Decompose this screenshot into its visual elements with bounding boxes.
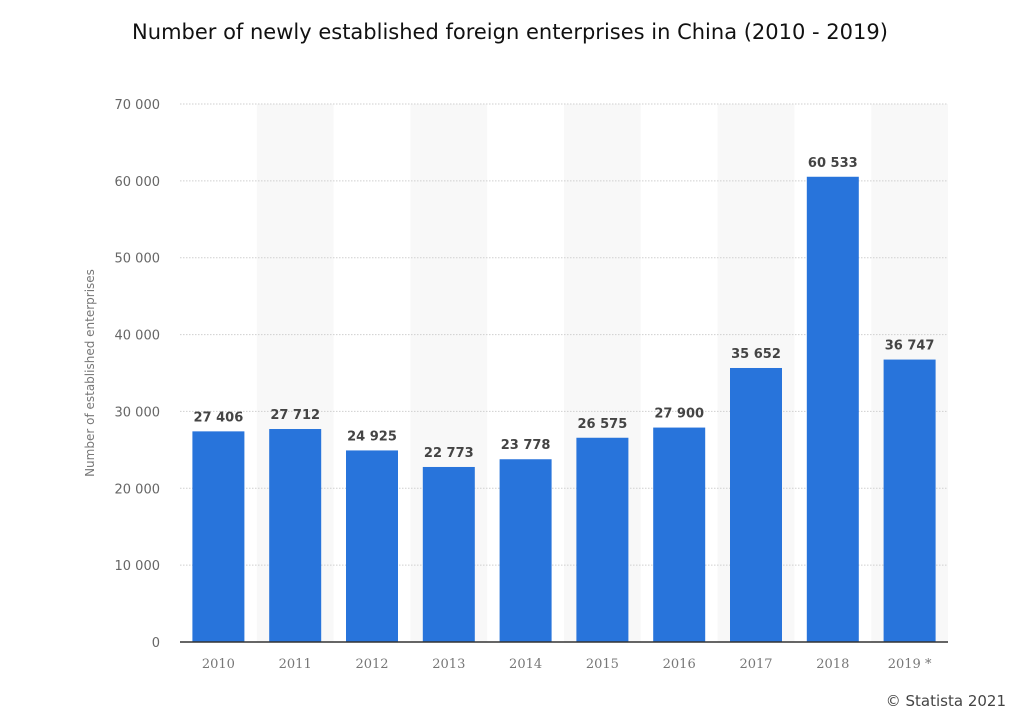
bar-2012 [346,450,398,642]
x-tick-label: 2012 [355,657,388,672]
bar-2015 [576,437,629,642]
data-label: 27 712 [270,408,320,423]
x-tick-label: 2013 [432,657,465,672]
y-tick-label: 0 [152,636,160,651]
bar-2017 [730,367,782,642]
data-label: 22 773 [424,446,474,461]
x-tick-label: 2015 [586,657,619,672]
y-tick-label: 20 000 [115,482,161,497]
x-tick-label: 2011 [279,657,312,672]
x-tick-label: 2019 * [888,657,932,672]
chart-title: Number of newly established foreign ente… [132,20,888,44]
bar-2011 [269,429,322,642]
source-credit: © Statista 2021 [885,692,1006,710]
y-tick-label: 10 000 [115,559,161,574]
bar-2016 [653,427,706,642]
y-tick-label: 50 000 [115,252,161,267]
x-tick-label: 2014 [509,657,542,672]
y-tick-label: 30 000 [115,405,161,420]
y-tick-label: 60 000 [115,175,161,190]
y-axis-label: Number of established enterprises [83,269,97,477]
data-label: 60 533 [808,156,858,171]
bar-2010 [192,431,245,642]
data-label: 36 747 [885,339,935,354]
data-label: 24 925 [347,429,397,444]
data-label: 23 778 [501,438,551,453]
data-label: 35 652 [731,347,781,362]
bar-2019 [883,359,936,642]
x-tick-label: 2016 [663,657,696,672]
data-label: 26 575 [578,417,628,432]
bar-2018 [806,176,859,642]
bar-2013 [422,466,475,642]
data-label: 27 900 [654,407,704,422]
x-tick-label: 2018 [816,657,849,672]
x-tick-label: 2017 [739,657,772,672]
bar-2014 [499,459,552,642]
x-tick-label: 2010 [202,657,235,672]
y-tick-label: 40 000 [115,329,161,344]
y-tick-label: 70 000 [115,98,161,113]
data-label: 27 406 [194,410,244,425]
